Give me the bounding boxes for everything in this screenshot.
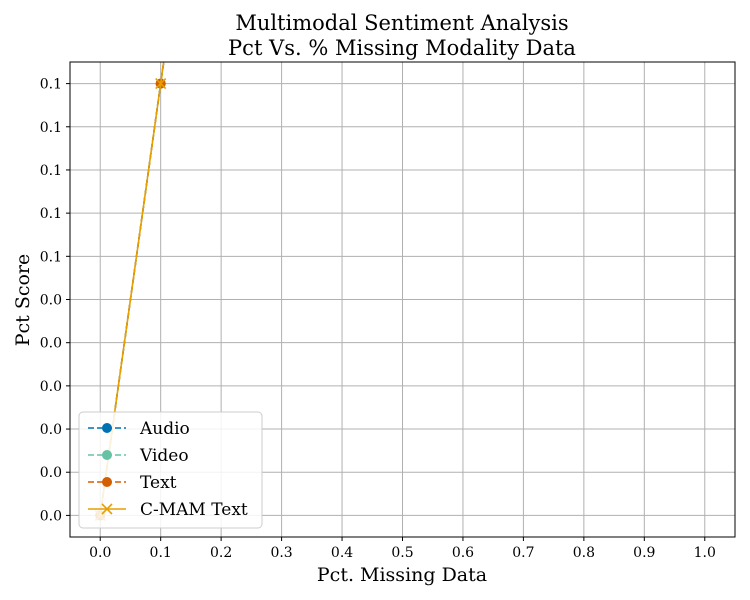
chart-title-line1: Multimodal Sentiment Analysis bbox=[235, 11, 568, 35]
x-tick-label: 0.8 bbox=[573, 545, 595, 561]
x-tick-label: 0.1 bbox=[150, 545, 172, 561]
y-tick-label: 0.0 bbox=[40, 379, 62, 395]
x-tick-label: 0.5 bbox=[391, 545, 413, 561]
x-tick-label: 0.0 bbox=[89, 545, 111, 561]
x-tick-label: 1.0 bbox=[694, 545, 716, 561]
x-tick-label: 0.2 bbox=[210, 545, 232, 561]
y-tick-label: 0.0 bbox=[40, 293, 62, 309]
legend-box bbox=[78, 411, 263, 529]
y-tick-label: 0.0 bbox=[40, 508, 62, 524]
legend-item: Video bbox=[88, 446, 189, 466]
legend: Audio Video Text C-MAM Text bbox=[78, 411, 263, 529]
legend-label: Video bbox=[139, 446, 189, 466]
legend-label: C-MAM Text bbox=[140, 500, 248, 520]
x-tick-label: 0.9 bbox=[633, 545, 655, 561]
y-axis-label: Pct Score bbox=[12, 254, 34, 347]
y-tick-label: 0.0 bbox=[40, 465, 62, 481]
legend-item: C-MAM Text bbox=[88, 500, 248, 520]
x-tick-label: 0.7 bbox=[512, 545, 534, 561]
y-tick-label: 0.1 bbox=[40, 163, 62, 179]
legend-marker bbox=[102, 423, 112, 433]
ticks: 0.0 0.1 0.2 0.3 0.4 0.5 0.6 0.7 0.8 0.9 1.0 0.0 0.0 0… bbox=[40, 77, 716, 561]
legend-item: Text bbox=[88, 473, 177, 493]
data-point bbox=[155, 78, 167, 90]
y-tick-label: 0.1 bbox=[40, 249, 62, 265]
legend-marker bbox=[102, 450, 112, 460]
legend-marker bbox=[101, 503, 113, 515]
legend-item: Audio bbox=[88, 419, 190, 439]
legend-label: Audio bbox=[139, 419, 190, 439]
y-tick-label: 0.0 bbox=[40, 336, 62, 352]
y-tick-label: 0.1 bbox=[40, 77, 62, 93]
legend-label: Text bbox=[140, 473, 177, 493]
x-tick-label: 0.6 bbox=[452, 545, 474, 561]
x-tick-label: 0.4 bbox=[331, 545, 353, 561]
legend-marker bbox=[102, 477, 112, 487]
y-tick-label: 0.0 bbox=[40, 422, 62, 438]
x-axis-label: Pct. Missing Data bbox=[317, 564, 487, 586]
y-tick-label: 0.1 bbox=[40, 120, 62, 136]
chart-title-line2: Pct Vs. % Missing Modality Data bbox=[228, 36, 576, 60]
x-tick-label: 0.3 bbox=[270, 545, 292, 561]
y-tick-label: 0.1 bbox=[40, 206, 62, 222]
